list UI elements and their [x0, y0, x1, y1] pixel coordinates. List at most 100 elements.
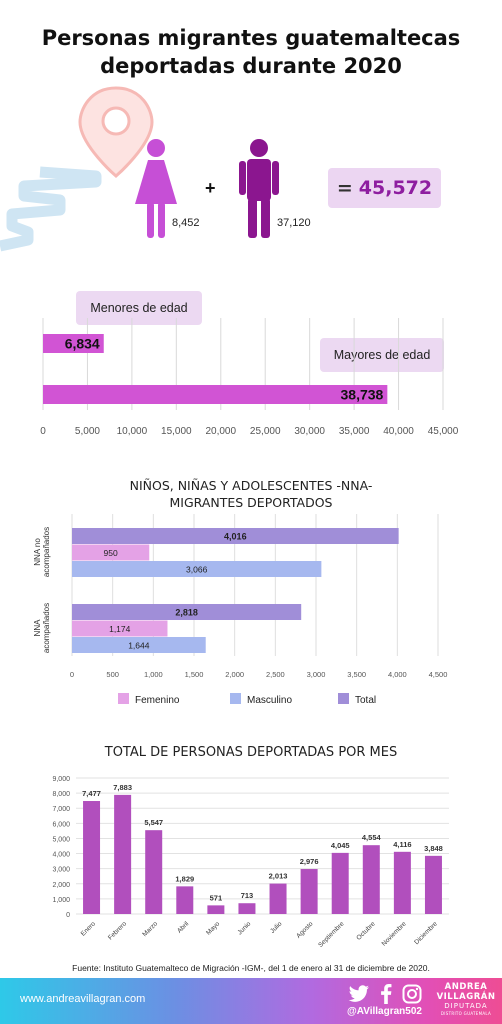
social-icons: [348, 984, 422, 1004]
brand-name-2: VILLAGRÁN: [436, 992, 496, 1002]
month-category-label: Noviembre: [381, 920, 408, 947]
nna-bar: [72, 561, 322, 577]
month-category-label: Octubre: [355, 920, 377, 942]
month-value-label: 4,116: [393, 840, 411, 849]
month-category-label: Enero: [80, 920, 97, 937]
nna-legend-swatch: [230, 693, 241, 704]
age-tick-label: 15,000: [161, 426, 192, 437]
path-decoration: [0, 166, 102, 252]
nna-legend-label: Femenino: [135, 695, 180, 706]
title-line-2: deportadas durante 2020: [100, 54, 402, 78]
age-tick-label: 5,000: [75, 426, 100, 437]
month-bar: [83, 801, 101, 914]
nna-bar: [72, 604, 302, 620]
nna-category-label: NNA noacompañados: [33, 527, 51, 577]
month-category-label: Julio: [269, 920, 284, 935]
age-value-label: 38,738: [341, 387, 384, 403]
month-category-label: Diciembre: [413, 920, 439, 946]
month-value-label: 4,045: [331, 841, 350, 850]
month-bar: [331, 852, 349, 914]
month-value-label: 4,554: [362, 833, 382, 842]
month-tick-label: 9,000: [52, 776, 70, 783]
age-tick-label: 10,000: [117, 426, 148, 437]
nna-value-label: 2,818: [175, 608, 198, 618]
month-value-label: 7,883: [113, 783, 132, 792]
age-bar: [43, 385, 388, 404]
nna-bar: [72, 528, 399, 544]
total-count: 45,572: [358, 177, 433, 199]
month-tick-label: 7,000: [52, 806, 70, 813]
month-value-label: 571: [210, 893, 223, 902]
nna-tick-label: 2,500: [266, 670, 285, 679]
month-category-label: Febrero: [107, 920, 128, 941]
month-category-label: Septiembre: [317, 920, 346, 949]
month-category-label: Abril: [176, 920, 191, 935]
instagram-icon[interactable]: [402, 984, 422, 1004]
month-value-label: 2,013: [269, 872, 288, 881]
month-tick-label: 4,000: [52, 852, 70, 859]
age-group-chart: 0 5,000 10,000 15,000 20,000 25,000 30,000 35,0…: [40, 318, 459, 437]
month-value-label: 1,829: [175, 874, 194, 883]
age-tick-label: 35,000: [339, 426, 370, 437]
nna-category-line: NNA no: [33, 538, 42, 566]
age-tick-label: 20,000: [205, 426, 236, 437]
adults-label: Mayores de edad: [320, 338, 444, 372]
nna-tick-label: 1,000: [144, 670, 163, 679]
twitter-icon[interactable]: [348, 985, 370, 1003]
month-bar: [393, 851, 411, 914]
facebook-icon[interactable]: [380, 984, 392, 1004]
source-note: Fuente: Instituto Guatemalteco de Migrac…: [72, 963, 430, 973]
nna-tick-label: 1,500: [185, 670, 204, 679]
age-tick-label: 40,000: [383, 426, 414, 437]
title-line-1: Personas migrantes guatemaltecas: [41, 26, 461, 50]
month-bar: [114, 794, 132, 914]
nna-category-line: acompañados: [42, 527, 51, 577]
website-link[interactable]: www.andreavillagran.com: [20, 993, 146, 1005]
month-value-label: 3,848: [424, 844, 443, 853]
nna-legend-swatch: [118, 693, 129, 704]
month-category-label: Marzo: [141, 920, 159, 938]
month-tick-label: 6,000: [52, 821, 70, 828]
month-category-label: Junio: [236, 920, 252, 936]
nna-value-label: 1,644: [128, 641, 150, 651]
age-tick-label: 45,000: [428, 426, 459, 437]
nna-legend-label: Masculino: [247, 695, 292, 706]
nna-tick-label: 500: [106, 670, 119, 679]
age-bar: [43, 334, 104, 353]
nna-tick-label: 3,000: [307, 670, 326, 679]
brand-role: DIPUTADA: [444, 1002, 488, 1010]
nna-title-line-2: MIGRANTES DEPORTADOS: [169, 495, 333, 510]
age-tick-label: 0: [40, 426, 46, 437]
nna-tick-label: 4,500: [429, 670, 448, 679]
month-tick-label: 2,000: [52, 882, 70, 889]
month-bar: [207, 905, 225, 914]
plus-sign: +: [205, 178, 216, 198]
month-bar: [362, 845, 380, 914]
nna-value-label: 4,016: [224, 532, 247, 542]
month-bar: [300, 869, 318, 914]
nna-chart-title: NIÑOS, NIÑAS Y ADOLESCENTES -NNA- MIGRAN…: [0, 477, 502, 511]
month-bar: [238, 903, 256, 914]
month-bar: [176, 886, 194, 914]
nna-category-label: NNAacompañados: [33, 603, 51, 653]
month-bar: [424, 855, 442, 914]
male-person-icon: [239, 139, 279, 238]
month-value-label: 2,976: [300, 857, 319, 866]
month-tick-label: 0: [66, 912, 70, 919]
nna-title-line-1: NIÑOS, NIÑAS Y ADOLESCENTES -NNA-: [129, 478, 373, 493]
month-value-label: 7,477: [82, 789, 101, 798]
nna-category-line: acompañados: [42, 603, 51, 653]
nna-chart: 0 500 1,000 1,500 2,000 2,500 3,000 3,500 4,000 4…: [33, 514, 448, 706]
monthly-chart-title: TOTAL DE PERSONAS DEPORTADAS POR MES: [104, 745, 398, 760]
minors-label: Menores de edad: [76, 291, 202, 325]
month-tick-label: 1,000: [52, 897, 70, 904]
social-handle[interactable]: @AVillagran502: [347, 1006, 422, 1017]
age-value-label: 6,834: [65, 336, 100, 352]
month-bar: [269, 883, 287, 914]
age-tick-label: 30,000: [294, 426, 325, 437]
nna-legend-label: Total: [355, 695, 376, 706]
total-badge: = 45,572: [328, 168, 441, 208]
nna-category-line: NNA: [33, 619, 42, 637]
page-title: Personas migrantes guatemaltecas deporta…: [0, 24, 502, 80]
nna-tick-label: 3,500: [347, 670, 366, 679]
